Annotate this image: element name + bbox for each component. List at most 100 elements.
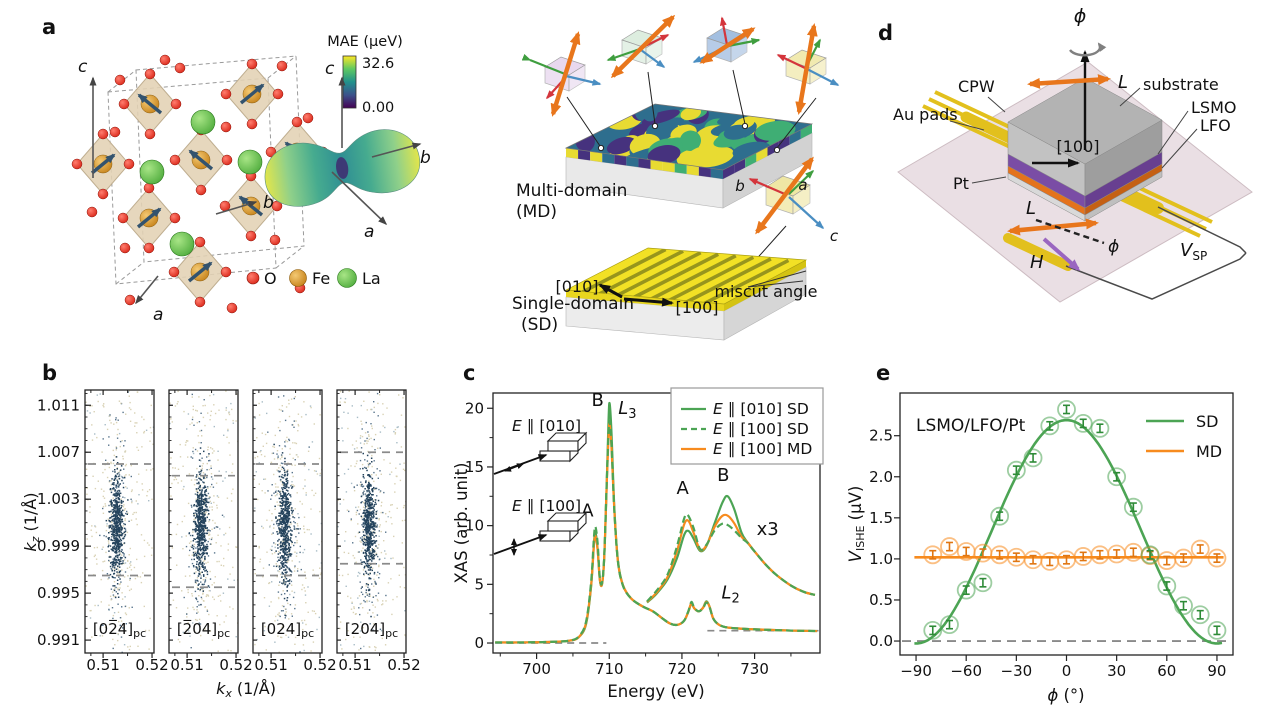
oxygen-atom (194, 236, 206, 248)
miscut-label: miscut angle (714, 282, 817, 301)
xas-series (646, 513, 816, 603)
chart-c-xas-spectra: 700 710 720 730 0 5 10 15 20 Energy (eV) XAS (arb.… (452, 387, 824, 701)
h-field-label: H (1030, 252, 1044, 273)
oxygen-atom (226, 302, 238, 314)
oxygen-atom (194, 296, 206, 308)
e-data-points-SD (923, 400, 1227, 640)
md-film-edge (566, 124, 812, 179)
neel-vector-bottom (1007, 218, 1099, 236)
sd-cube-b-label: b (735, 177, 745, 195)
iron-atom-icon (289, 269, 307, 287)
c-xlabel: Energy (eV) (607, 682, 704, 701)
c-ytick-label: 10 (465, 517, 484, 535)
xas-annotation: L3 (618, 398, 636, 422)
c-legend-box (670, 387, 824, 465)
sample-block-100-icon (539, 511, 588, 543)
oxygen-atom (144, 128, 156, 140)
xray-arrow-100 (493, 534, 548, 555)
oxygen-atom (220, 88, 232, 100)
spin-arrow (136, 207, 162, 229)
dir-100-label: [100] (675, 298, 718, 317)
oxygen-atom (302, 112, 314, 124)
au-pads-leader (949, 120, 985, 131)
rotation-arc-icon (1069, 42, 1107, 57)
panel-label-b: b (42, 361, 57, 385)
panel-label-c: c (463, 361, 475, 385)
xas-annotation: A (676, 478, 689, 499)
panel-a: c b a MAE (μeV) 32.6 0.00 c b a O Fe La (71, 34, 431, 325)
oxygen-atom (291, 116, 303, 128)
xas-annotation: x3 (757, 519, 779, 540)
crystal-axis-b-label: b (263, 193, 274, 213)
dir-010-arrow (598, 283, 623, 299)
cube4-neel-axis (795, 23, 818, 115)
c-ytick-label: 15 (465, 458, 484, 476)
c-legend-label: E ∥ [100] MD (713, 440, 812, 458)
oxygen-atom (143, 182, 155, 194)
atom-legend: O Fe La (246, 268, 381, 288)
c-xtick-label: 700 (522, 660, 551, 678)
e-ytick-label: 1.0 (869, 550, 893, 568)
oxygen-atom (114, 74, 126, 86)
oxygen-atom (97, 128, 109, 140)
rsm-scatter-points (253, 395, 322, 653)
legend-fe-label: Fe (312, 269, 330, 288)
e-ytick-label: 2.5 (869, 427, 893, 445)
oxygen-atom (143, 242, 155, 254)
colorbar-max: 32.6 (362, 56, 394, 72)
oxygen-atom-icon (246, 271, 260, 285)
sd-cube-a-label: a (798, 176, 807, 194)
phi-angle-dashed-line (1035, 218, 1105, 245)
inset-label-010: E ∥ [010] (512, 417, 581, 435)
rsm-scatter-points (337, 390, 406, 653)
mae-axis-c-label: c (325, 59, 335, 79)
inset-label-100: E ∥ [100] (512, 497, 581, 515)
spin-arrow (137, 93, 163, 115)
cube2-neel-axis (610, 14, 676, 79)
e-data-points-MD (923, 537, 1227, 571)
b-xtick-label: 0.52 (303, 656, 336, 674)
oxygen-atom (97, 188, 109, 200)
mae-surface (264, 129, 420, 207)
e-xtick-label: 30 (1107, 662, 1126, 680)
oxygen-atom (246, 118, 258, 130)
oxygen-atom (119, 242, 131, 254)
panel-label-e: e (876, 361, 890, 385)
e-ytick-label: 0.5 (869, 591, 893, 609)
b-ytick-label: 1.007 (37, 443, 80, 461)
b-ytick-label: 1.011 (37, 396, 80, 414)
rsm-reflection-label: [2̅04]pc (177, 619, 230, 640)
crystal-axis-b-arrow (215, 200, 258, 215)
xas-annotation: L2 (721, 582, 739, 606)
e-xtick-label: 60 (1157, 662, 1176, 680)
d-dir-100-label: [100] (1056, 137, 1099, 156)
c-ytick-label: 5 (474, 575, 484, 593)
chart-e-ishe-voltage: −90 −60 −30 0 30 60 90 0.0 0.5 1.0 1.5 2.0 2.5 ϕ (°) V… (846, 392, 1234, 705)
lfo-label: LFO (1200, 116, 1231, 135)
sd-cube-neel-axis (755, 156, 814, 235)
e-xtick-label: 0 (1062, 662, 1072, 680)
e-xtick-label: −90 (900, 662, 932, 680)
e-sample-annotation: LSMO/LFO/Pt (916, 416, 1026, 436)
panel-label-a: a (42, 15, 56, 39)
octahedron (71, 128, 135, 200)
mae-axis-b-arrow (371, 142, 422, 158)
b-xtick-label: 0.51 (86, 656, 119, 674)
l-top-label: L (1118, 72, 1128, 93)
cpw-label: CPW (958, 77, 995, 96)
oxygen-atom (118, 98, 130, 110)
au-pad-left (960, 111, 1018, 145)
lanthanum-atom (169, 231, 195, 257)
mae-axis-a-arrow (331, 171, 388, 226)
oxygen-atom (170, 98, 182, 110)
b-xtick-label: 0.52 (219, 656, 252, 674)
lanthanum-atom (190, 109, 216, 135)
e-xtick-label: 90 (1207, 662, 1226, 680)
oxygen-atom (109, 126, 121, 138)
oxygen-atom (117, 212, 129, 224)
oxygen-atom (220, 121, 232, 133)
md-slab-top-outline (564, 103, 814, 171)
md-title: Multi-domain (516, 181, 627, 201)
sd-title: Single-domain (512, 294, 634, 314)
